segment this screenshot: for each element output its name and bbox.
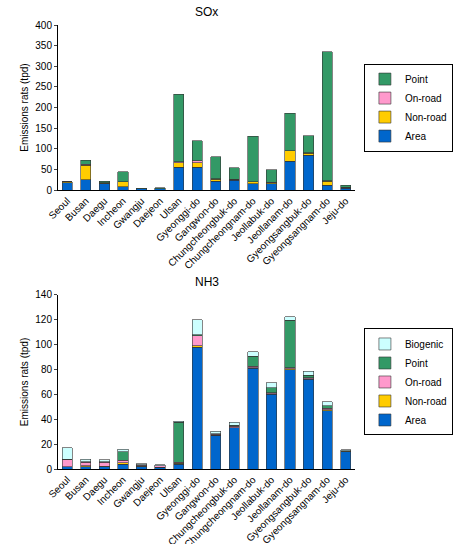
svg-text:Gwangju: Gwangju bbox=[111, 195, 147, 231]
svg-text:Jeollanam-do: Jeollanam-do bbox=[245, 195, 296, 246]
svg-text:Busan: Busan bbox=[63, 474, 91, 502]
svg-text:0: 0 bbox=[46, 464, 52, 475]
svg-text:NH3: NH3 bbox=[195, 275, 219, 289]
svg-text:Gyeonggi-do: Gyeonggi-do bbox=[154, 195, 203, 244]
svg-text:150: 150 bbox=[35, 123, 52, 134]
svg-text:60: 60 bbox=[41, 389, 53, 400]
svg-text:On-road: On-road bbox=[405, 93, 442, 104]
svg-text:Ulsan: Ulsan bbox=[158, 195, 184, 221]
svg-text:Chungcheongnam-do: Chungcheongnam-do bbox=[182, 195, 258, 271]
svg-text:Gyeonggi-do: Gyeonggi-do bbox=[154, 474, 203, 523]
svg-text:Emissions rats (tpd): Emissions rats (tpd) bbox=[19, 338, 30, 426]
svg-text:Jeollabuk-do: Jeollabuk-do bbox=[229, 474, 277, 522]
svg-text:Jeju-do: Jeju-do bbox=[320, 474, 351, 505]
svg-text:Jeollanam-do: Jeollanam-do bbox=[245, 474, 296, 525]
svg-text:80: 80 bbox=[41, 364, 53, 375]
svg-text:400: 400 bbox=[35, 20, 52, 31]
svg-text:Gyeongsangnam-do: Gyeongsangnam-do bbox=[260, 195, 332, 267]
svg-text:100: 100 bbox=[35, 143, 52, 154]
svg-text:Chungcheongbuk-do: Chungcheongbuk-do bbox=[166, 195, 240, 269]
svg-text:Daegu: Daegu bbox=[81, 474, 110, 503]
svg-text:Daejeon: Daejeon bbox=[131, 474, 165, 508]
svg-text:Non-road: Non-road bbox=[405, 112, 447, 123]
svg-text:On-road: On-road bbox=[405, 377, 442, 388]
svg-text:120: 120 bbox=[35, 314, 52, 325]
svg-text:Non-road: Non-road bbox=[405, 396, 447, 407]
svg-text:Ulsan: Ulsan bbox=[158, 474, 184, 500]
svg-text:Seoul: Seoul bbox=[46, 474, 72, 500]
svg-text:140: 140 bbox=[35, 289, 52, 300]
svg-text:Busan: Busan bbox=[63, 195, 91, 223]
svg-text:Area: Area bbox=[405, 131, 427, 142]
svg-text:40: 40 bbox=[41, 414, 53, 425]
svg-text:Chungcheongnam-do: Chungcheongnam-do bbox=[182, 474, 258, 544]
svg-text:SOx: SOx bbox=[195, 5, 218, 19]
svg-text:Jeju-do: Jeju-do bbox=[320, 195, 351, 226]
svg-text:Gangwon-do: Gangwon-do bbox=[172, 195, 221, 244]
svg-text:Gwangju: Gwangju bbox=[111, 474, 147, 510]
svg-text:200: 200 bbox=[35, 102, 52, 113]
svg-text:100: 100 bbox=[35, 339, 52, 350]
svg-text:Biogenic: Biogenic bbox=[405, 339, 443, 350]
svg-text:Gyeongsangbuk-do: Gyeongsangbuk-do bbox=[244, 195, 314, 265]
svg-text:0: 0 bbox=[46, 185, 52, 196]
svg-text:Incheon: Incheon bbox=[95, 195, 128, 228]
svg-text:20: 20 bbox=[41, 439, 53, 450]
svg-text:Point: Point bbox=[405, 74, 428, 85]
svg-text:Incheon: Incheon bbox=[95, 474, 128, 507]
svg-text:Gyeongsangbuk-do: Gyeongsangbuk-do bbox=[244, 474, 314, 544]
svg-text:Chungcheongbuk-do: Chungcheongbuk-do bbox=[166, 474, 240, 544]
svg-text:Seoul: Seoul bbox=[46, 195, 72, 221]
svg-text:Jeollabuk-do: Jeollabuk-do bbox=[229, 195, 277, 243]
svg-text:Area: Area bbox=[405, 415, 427, 426]
svg-text:Emissions rats (tpd): Emissions rats (tpd) bbox=[19, 63, 30, 151]
svg-text:250: 250 bbox=[35, 81, 52, 92]
svg-text:50: 50 bbox=[41, 164, 53, 175]
svg-text:Gangwon-do: Gangwon-do bbox=[172, 474, 221, 523]
svg-text:Daejeon: Daejeon bbox=[131, 195, 165, 229]
svg-text:Gyeongsangnam-do: Gyeongsangnam-do bbox=[260, 474, 332, 544]
svg-text:300: 300 bbox=[35, 61, 52, 72]
svg-text:Point: Point bbox=[405, 358, 428, 369]
svg-text:Daegu: Daegu bbox=[81, 195, 110, 224]
svg-text:350: 350 bbox=[35, 40, 52, 51]
